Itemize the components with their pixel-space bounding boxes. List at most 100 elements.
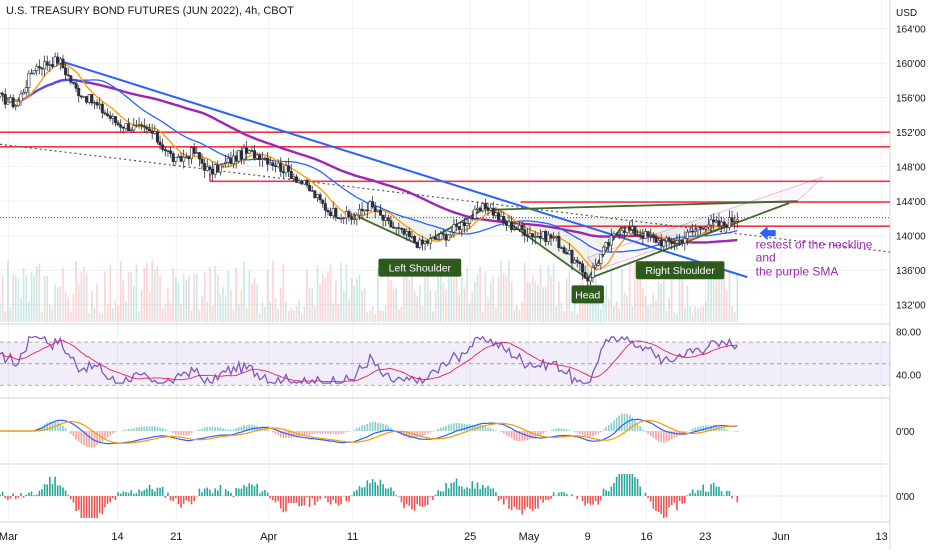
volume-bar	[138, 311, 140, 322]
macd-histogram-bar	[201, 429, 203, 431]
histogram-bar	[461, 487, 463, 496]
histogram-bar	[251, 484, 253, 496]
macd-histogram-bar	[175, 431, 177, 434]
candle-body	[408, 231, 410, 236]
candle-body	[167, 151, 169, 152]
volume-bar	[424, 278, 426, 322]
candle-body	[710, 220, 712, 225]
histogram-bar	[603, 489, 605, 496]
histogram-bar	[427, 496, 429, 505]
histogram-bar	[149, 485, 151, 496]
macd-histogram-bar	[241, 427, 243, 431]
macd-histogram-bar	[624, 414, 626, 431]
histogram-tick-label: 0'00	[896, 492, 915, 503]
candle-body	[175, 158, 177, 162]
histogram-bar	[726, 491, 728, 496]
candle-body	[356, 215, 358, 219]
candle-body	[416, 242, 418, 247]
candle-body	[322, 200, 324, 204]
histogram-bar	[700, 490, 702, 496]
histogram-bar	[28, 493, 30, 496]
histogram-bar	[49, 477, 51, 496]
candle-body	[371, 202, 373, 207]
macd-histogram-bar	[136, 428, 138, 431]
volume-bar	[209, 267, 211, 322]
volume-bar	[642, 288, 644, 322]
macd-histogram-bar	[579, 431, 581, 434]
volume-bar	[141, 290, 143, 322]
candle-body	[573, 260, 575, 263]
macd-histogram-bar	[159, 427, 161, 431]
volume-bar	[117, 305, 119, 322]
volume-bar	[419, 285, 421, 322]
volume-bar	[647, 305, 649, 322]
macd-histogram-bar	[275, 431, 277, 434]
macd-histogram-bar	[251, 425, 253, 431]
histogram-bar	[388, 489, 390, 496]
candle-body	[54, 57, 56, 67]
candle-body	[650, 235, 652, 236]
macd-histogram-bar	[356, 428, 358, 431]
candle-body	[106, 114, 108, 116]
histogram-bar	[41, 489, 43, 496]
candle-body	[621, 231, 623, 235]
macd-histogram-bar	[566, 429, 568, 431]
histogram-bar	[474, 489, 476, 496]
candle-body	[36, 67, 38, 71]
volume-bar	[626, 295, 628, 322]
macd-histogram-bar	[353, 430, 355, 431]
histogram-bar	[25, 495, 27, 496]
candle-body	[343, 218, 345, 219]
volume-bar	[81, 272, 83, 322]
volume-bar	[185, 280, 187, 322]
macd-histogram-bar	[364, 425, 366, 431]
macd-histogram-bar	[377, 423, 379, 431]
candle-body	[75, 83, 77, 88]
histogram-bar	[262, 491, 264, 496]
macd-histogram-bar	[338, 431, 340, 434]
candle-body	[497, 213, 499, 220]
rsi-panel	[0, 337, 890, 385]
candle-body	[534, 236, 536, 237]
histogram-bar	[561, 492, 563, 496]
volume-bar	[364, 289, 366, 322]
histogram-bar	[39, 491, 41, 496]
volume-bar	[238, 304, 240, 322]
histogram-bar	[151, 489, 153, 496]
histogram-bar	[91, 496, 93, 518]
histogram-bar	[353, 491, 355, 496]
candle-body	[634, 227, 636, 235]
candle-body	[403, 229, 405, 235]
volume-bar	[618, 308, 620, 322]
macd-histogram-bar	[734, 431, 736, 432]
macd-histogram-bar	[70, 431, 72, 434]
macd-histogram-bar	[125, 429, 127, 431]
histogram-bar	[527, 496, 529, 507]
histogram-bar	[584, 496, 586, 506]
volume-bar	[338, 304, 340, 322]
volume-bar	[388, 275, 390, 322]
volume-bar	[227, 271, 229, 322]
macd-histogram-bar	[102, 431, 104, 441]
macd-histogram-bar	[206, 427, 208, 431]
macd-histogram-bar	[149, 427, 151, 431]
volume-bar	[70, 312, 72, 322]
candle-body	[99, 104, 101, 105]
candle-body	[332, 208, 334, 215]
histogram-bar	[506, 496, 508, 499]
candle-body	[547, 235, 549, 242]
macd-histogram-bar	[435, 430, 437, 431]
macd-histogram-bar	[584, 431, 586, 436]
candle-body	[712, 220, 714, 222]
macd-histogram-bar	[561, 429, 563, 431]
volume-bar	[666, 311, 668, 322]
histogram-bar	[542, 496, 544, 503]
histogram-bar	[398, 496, 400, 497]
volume-bar	[162, 309, 164, 322]
volume-bar	[178, 282, 180, 322]
histogram-bar	[146, 489, 148, 496]
histogram-bar	[456, 478, 458, 496]
volume-bar	[65, 291, 67, 322]
candle-body	[505, 222, 507, 225]
